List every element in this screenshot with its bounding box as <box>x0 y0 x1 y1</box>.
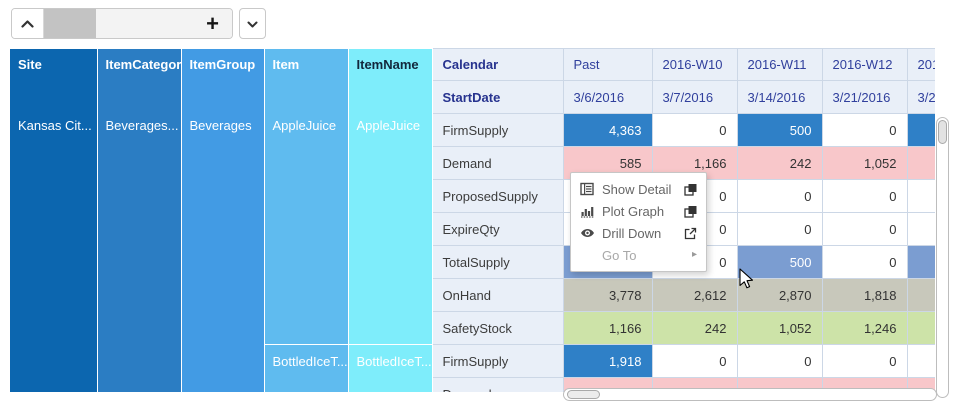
startdate-cell[interactable]: 3/28 <box>906 80 935 114</box>
value-cell[interactable]: 2,612 <box>651 278 738 312</box>
menu-item-drill-down[interactable]: Drill Down <box>571 222 706 244</box>
value-cell[interactable]: 242 <box>736 146 823 180</box>
mouse-cursor <box>737 268 757 295</box>
clone-icon <box>683 183 697 196</box>
value-cell[interactable]: 0 <box>651 344 738 378</box>
menu-item-plot-graph[interactable]: Plot Graph <box>571 200 706 222</box>
value-cell[interactable]: 0 <box>821 344 908 378</box>
vertical-scrollbar-thumb[interactable] <box>938 120 947 144</box>
chevron-down-icon <box>247 16 258 31</box>
row-label[interactable]: FirmSupply <box>431 113 564 147</box>
row-label[interactable]: ProposedSupply <box>431 179 564 213</box>
value-cell[interactable] <box>906 245 935 279</box>
menu-item-go-to[interactable]: Go To ▸ <box>571 244 706 266</box>
startdate-cell[interactable]: 3/14/2016 <box>736 80 823 114</box>
clone-icon <box>683 205 697 218</box>
value-cell[interactable]: 1,918 <box>562 344 653 378</box>
menu-item-label: Drill Down <box>602 225 662 241</box>
menu-item-show-detail[interactable]: Show Detail <box>571 178 706 200</box>
group-cell-itemcategory[interactable]: Beverages... <box>97 80 182 392</box>
scroll-up-button[interactable] <box>12 9 44 38</box>
group-cell-site[interactable]: Kansas Cit... <box>10 80 98 392</box>
value-cell[interactable]: 0 <box>821 245 908 279</box>
value-cell[interactable] <box>906 113 935 147</box>
period-header[interactable]: 2016-W11 <box>736 48 823 81</box>
value-cell[interactable] <box>906 344 935 378</box>
period-header[interactable]: 201 <box>906 48 935 81</box>
context-menu: Show Detail Plot Graph <box>570 172 707 272</box>
col-header-itemgroup[interactable]: ItemGroup <box>181 48 265 81</box>
menu-item-label: Go To <box>602 247 637 263</box>
row-label-startdate[interactable]: StartDate <box>431 80 564 114</box>
value-cell[interactable] <box>906 179 935 213</box>
row-label[interactable]: OnHand <box>431 278 564 312</box>
startdate-cell[interactable]: 3/21/2016 <box>821 80 908 114</box>
value-cell[interactable] <box>906 311 935 345</box>
value-cell[interactable]: 500 <box>736 113 823 147</box>
col-header-item[interactable]: Item <box>264 48 349 81</box>
period-header[interactable]: Past <box>562 48 653 81</box>
caret-right-icon: ▸ <box>691 249 697 260</box>
scroll-button-group: + <box>11 8 233 39</box>
horizontal-scrollbar-thumb[interactable] <box>567 390 600 399</box>
value-cell[interactable]: 3,778 <box>562 278 653 312</box>
value-cell[interactable]: 0 <box>821 179 908 213</box>
startdate-cell[interactable]: 3/6/2016 <box>562 80 653 114</box>
horizontal-scrollbar[interactable] <box>563 388 937 401</box>
row-label[interactable]: TotalSupply <box>431 245 564 279</box>
top-toolbar: + <box>11 8 266 39</box>
col-header-calendar[interactable]: Calendar <box>431 48 564 81</box>
row-label[interactable]: Demand <box>431 146 564 180</box>
value-cell[interactable]: 1,818 <box>821 278 908 312</box>
value-cell[interactable]: 1,052 <box>736 311 823 345</box>
value-cell[interactable]: 0 <box>821 212 908 246</box>
value-cell[interactable]: 1,166 <box>562 311 653 345</box>
value-cell[interactable]: 4,363 <box>562 113 653 147</box>
eye-icon <box>580 227 597 239</box>
startdate-cell[interactable]: 3/7/2016 <box>651 80 738 114</box>
chevron-up-icon <box>21 16 34 31</box>
pivot-grid: Site ItemCategory ItemGroup Item ItemNam… <box>10 48 935 392</box>
col-header-itemname[interactable]: ItemName <box>348 48 433 81</box>
bar-chart-icon <box>580 204 597 218</box>
period-header[interactable]: 2016-W10 <box>651 48 738 81</box>
value-cell[interactable]: 500 <box>736 245 823 279</box>
period-header[interactable]: 2016-W12 <box>821 48 908 81</box>
group-cell-itemname[interactable]: AppleJuice <box>348 80 433 345</box>
group-cell-item[interactable]: AppleJuice <box>264 80 349 345</box>
vertical-scrollbar[interactable] <box>936 117 949 398</box>
value-cell[interactable]: 0 <box>736 212 823 246</box>
row-label[interactable]: FirmSupply <box>431 344 564 378</box>
row-label[interactable]: SafetyStock <box>431 311 564 345</box>
value-cell[interactable]: 0 <box>821 113 908 147</box>
value-cell[interactable]: 0 <box>651 113 738 147</box>
group-cell-itemname[interactable]: BottledIceT... <box>348 344 433 392</box>
dropdown-button[interactable] <box>239 8 266 39</box>
toolbar-scroll-track[interactable]: + <box>44 9 232 38</box>
col-header-site[interactable]: Site <box>10 48 98 81</box>
value-cell[interactable] <box>906 212 935 246</box>
list-detail-icon <box>580 182 597 196</box>
menu-item-label: Show Detail <box>602 181 672 197</box>
value-cell[interactable]: 2,870 <box>736 278 823 312</box>
value-cell[interactable] <box>906 278 935 312</box>
value-cell[interactable]: 0 <box>736 179 823 213</box>
group-cell-item[interactable]: BottledIceT... <box>264 344 349 392</box>
value-cell[interactable]: 0 <box>736 344 823 378</box>
value-cell[interactable]: 242 <box>651 311 738 345</box>
row-label[interactable]: ExpireQty <box>431 212 564 246</box>
toolbar-scroll-thumb[interactable] <box>44 9 96 38</box>
value-cell[interactable] <box>906 146 935 180</box>
row-label[interactable]: Demand <box>431 377 564 392</box>
menu-item-label: Plot Graph <box>602 203 665 219</box>
external-link-icon <box>683 227 697 240</box>
zoom-in-button[interactable]: + <box>206 10 219 36</box>
value-cell[interactable]: 1,246 <box>821 311 908 345</box>
group-cell-itemgroup[interactable]: Beverages <box>181 80 265 392</box>
col-header-itemcategory[interactable]: ItemCategory <box>97 48 182 81</box>
value-cell[interactable]: 1,052 <box>821 146 908 180</box>
